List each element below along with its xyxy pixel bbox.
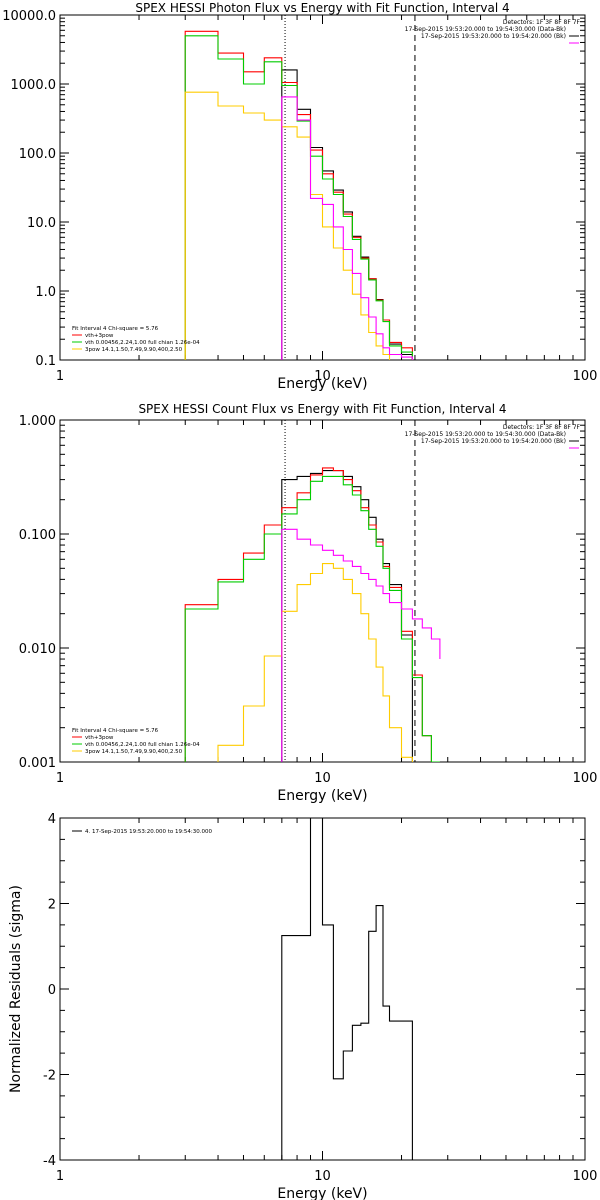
y-tick-label: 100.0 <box>19 147 56 162</box>
panel-3: 1 10 100 Energy (keV) -4 -2 0 2 4 Normalized Resi… <box>8 812 597 1200</box>
y-tick-label: 0.100 <box>19 528 56 543</box>
y-tick-label: 1000.0 <box>11 78 57 93</box>
series-line-bk <box>281 96 413 360</box>
series-line-3pow <box>217 563 413 762</box>
fit-text: Fit Interval 4 Chi-square = 5.76 <box>72 728 159 734</box>
series-line-vth <box>184 475 440 762</box>
legend-entry: vth 0.00456,2.24,1.00 full chian 1.26e-0… <box>85 742 200 748</box>
panel-1: SPEX HESSI Photon Flux vs Energy with Fi… <box>2 1 597 392</box>
series-line-residuals <box>281 818 413 1160</box>
plot-frame <box>59 14 586 361</box>
legend-entry: vth+3pow <box>85 333 114 339</box>
x-tick-label: 1 <box>56 369 64 384</box>
x-tick-label: 100 <box>573 1169 598 1184</box>
series-line-vth-3pow <box>184 467 432 762</box>
header-line: 17-Sep-2015 19:53:20.000 to 19:54:30.000… <box>405 26 566 33</box>
series-line-3pow <box>184 91 391 360</box>
y-tick-label: 0.1 <box>35 354 56 369</box>
x-axis-label: Energy (keV) <box>277 1186 367 1200</box>
x-axis-label: Energy (keV) <box>277 376 367 392</box>
series-line-data-bk <box>281 69 413 360</box>
series-line-vth-3pow <box>184 30 413 360</box>
y-axis-label: Normalized Residuals (sigma) <box>8 885 24 1093</box>
y-tick-label: 0.010 <box>19 642 56 657</box>
series-line-bk <box>281 528 441 762</box>
header-line: Detectors: 1F 3F 8F 8F 7F <box>503 424 581 431</box>
y-tick-label: 4 <box>48 812 56 827</box>
y-tick-label: -4 <box>43 1154 56 1169</box>
chart-title: SPEX HESSI Count Flux vs Energy with Fit… <box>138 402 506 416</box>
x-tick-label: 100 <box>573 369 598 384</box>
x-tick-label: 100 <box>573 771 598 786</box>
y-tick-label: 1.000 <box>19 414 56 429</box>
x-tick-label: 10 <box>314 1169 331 1184</box>
legend-entry: 3pow 14.1,1.50,7.49,9.90,400,2.50 <box>85 347 183 353</box>
header-line: Detectors: 1F 3F 8F 8F 7F <box>503 19 581 26</box>
x-tick-label: 10 <box>314 771 331 786</box>
fit-text: Fit Interval 4 Chi-square = 5.76 <box>72 326 159 332</box>
y-tick-label: 10.0 <box>27 216 56 231</box>
series-line-vth <box>184 35 413 360</box>
header-line: 17-Sep-2015 19:53:20.000 to 19:54:20.000… <box>421 33 566 40</box>
series-line-data-bk <box>281 470 413 762</box>
y-tick-label: 0 <box>48 983 56 998</box>
legend-entry: vth+3pow <box>85 735 114 741</box>
header-line: 17-Sep-2015 19:53:20.000 to 19:54:30.000… <box>405 431 566 438</box>
legend-entry: 4. 17-Sep-2015 19:53:20.000 to 19:54:30.… <box>85 829 212 835</box>
header-line: 17-Sep-2015 19:53:20.000 to 19:54:20.000… <box>421 438 566 445</box>
y-tick-label: 1.0 <box>35 285 56 300</box>
x-tick-label: 1 <box>56 771 64 786</box>
x-tick-label: 10 <box>314 369 331 384</box>
panel-2: SPEX HESSI Count Flux vs Energy with Fit… <box>19 402 598 804</box>
legend-entry: 3pow 14.1,1.50,7.49,9.90,400,2.50 <box>85 749 183 755</box>
y-tick-label: 2 <box>48 898 56 913</box>
legend-entry: vth 0.00456,2.24,1.00 full chian 1.26e-0… <box>85 340 200 346</box>
y-tick-label: -2 <box>43 1069 56 1084</box>
x-tick-label: 1 <box>56 1169 64 1184</box>
x-axis-label: Energy (keV) <box>277 788 367 804</box>
y-tick-label: 0.001 <box>19 756 56 771</box>
chart-title: SPEX HESSI Photon Flux vs Energy with Fi… <box>135 1 509 15</box>
y-tick-label: 10000.0 <box>2 9 56 24</box>
